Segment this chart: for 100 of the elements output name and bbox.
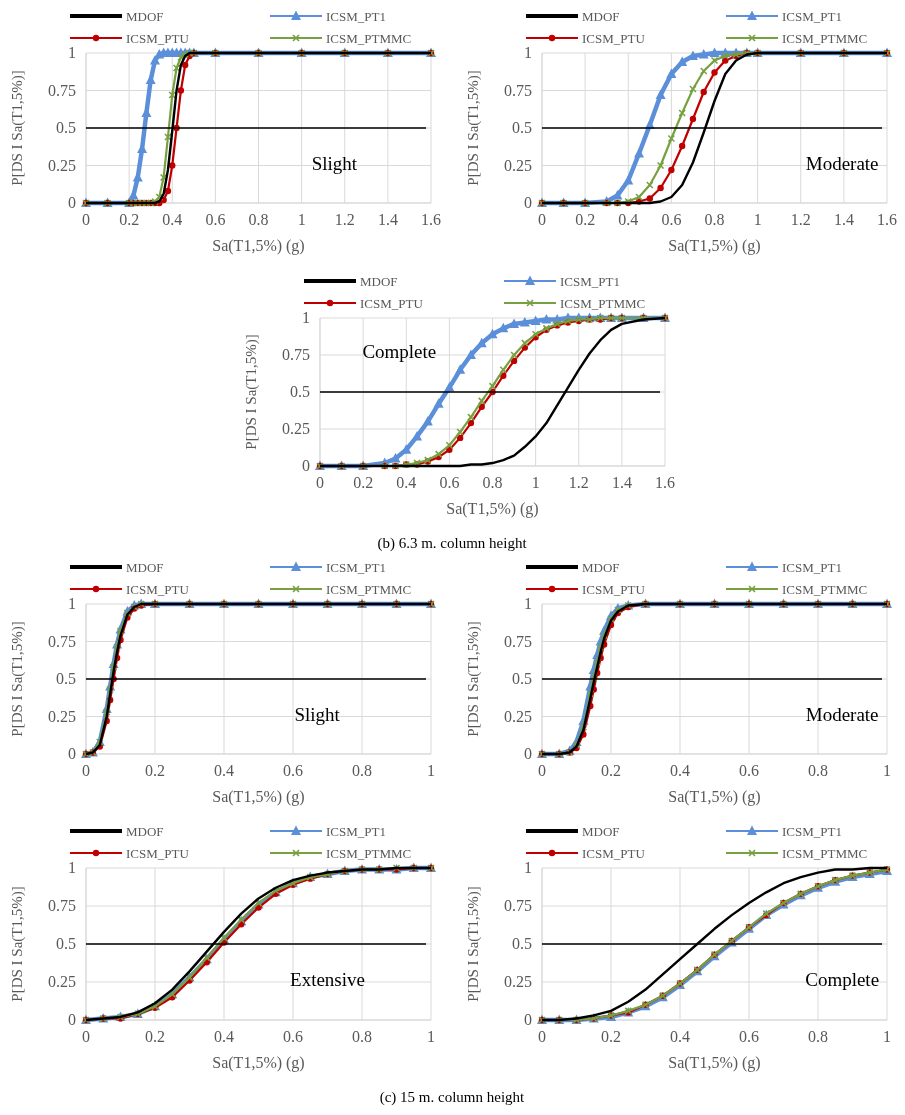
- legend-label: MDOF: [582, 9, 620, 24]
- x-tick-label: 0: [316, 474, 324, 491]
- x-tick-label: 0.4: [214, 1028, 234, 1045]
- y-tick-label: 0.5: [512, 670, 532, 687]
- x-axis-title: Sa(T1,5%) (g): [212, 237, 305, 255]
- x-tick-label: 0.2: [145, 1028, 165, 1045]
- legend-label: MDOF: [582, 560, 620, 575]
- y-tick-label: 0.5: [56, 935, 76, 952]
- legend-label: ICSM_PTMMC: [326, 31, 412, 46]
- legend-label: MDOF: [126, 9, 164, 24]
- y-tick-label: 0.5: [56, 119, 76, 136]
- legend-label: ICSM_PT1: [326, 824, 386, 839]
- legend-label: ICSM_PT1: [782, 560, 842, 575]
- y-tick-label: 0: [524, 194, 532, 211]
- x-tick-label: 1: [883, 762, 891, 779]
- y-tick-label: 1: [68, 595, 76, 612]
- x-tick-label: 0.8: [352, 762, 372, 779]
- annotation: Slight: [311, 152, 358, 174]
- annotation: Extensive: [290, 968, 365, 990]
- y-tick-label: 0: [524, 745, 532, 762]
- x-tick-label: 0.2: [145, 762, 165, 779]
- x-tick-label: 0.4: [670, 1028, 690, 1045]
- text: (b) 6.3 m. column height: [377, 535, 528, 552]
- annotation: Complete: [362, 340, 437, 362]
- y-tick-label: 1: [68, 44, 76, 61]
- y-axis-title: P[DS I Sa(T1,5%)]: [9, 886, 26, 1002]
- legend-label: ICSM_PTMMC: [326, 846, 412, 861]
- x-tick-label: 0.6: [661, 211, 682, 228]
- x-tick-label: 0.2: [601, 762, 621, 779]
- legend-label: MDOF: [360, 274, 398, 289]
- y-tick-label: 0.75: [48, 632, 76, 650]
- y-axis-title: P[DS I Sa(T1,5%)]: [465, 621, 482, 737]
- legend-label: ICSM_PT1: [782, 824, 842, 839]
- x-tick-label: 0: [82, 211, 90, 228]
- y-tick-label: 0.75: [504, 632, 532, 650]
- x-tick-label: 0.8: [808, 762, 828, 779]
- x-tick-label: 1: [427, 1028, 435, 1045]
- x-tick-label: 0.8: [808, 1028, 828, 1045]
- y-tick-label: 0: [524, 1011, 532, 1028]
- y-tick-label: 1: [302, 309, 310, 326]
- y-tick-label: 0.25: [48, 973, 76, 990]
- legend-label: MDOF: [126, 560, 164, 575]
- y-tick-label: 0.25: [48, 156, 76, 174]
- legend-label: ICSM_PT1: [782, 9, 842, 24]
- x-tick-label: 0.4: [670, 762, 690, 779]
- legend-label: ICSM_PT1: [326, 560, 386, 575]
- x-tick-label: 1.4: [611, 474, 632, 491]
- x-tick-label: 0.4: [162, 211, 183, 228]
- x-tick-label: 0.8: [352, 1028, 372, 1045]
- x-tick-label: 0.4: [618, 211, 639, 228]
- x-axis-title: Sa(T1,5%) (g): [212, 1054, 305, 1072]
- x-tick-label: 1.2: [334, 211, 355, 228]
- legend-label: MDOF: [582, 824, 620, 839]
- y-tick-label: 0: [68, 1011, 76, 1028]
- x-tick-label: 1.6: [877, 211, 897, 228]
- y-tick-label: 0.5: [512, 119, 532, 136]
- x-tick-label: 1.2: [568, 474, 589, 491]
- y-tick-label: 0.75: [48, 81, 76, 99]
- legend-label: ICSM_PTMMC: [560, 296, 646, 311]
- y-tick-label: 1: [524, 859, 532, 876]
- y-tick-label: 0.5: [56, 670, 76, 687]
- y-tick-label: 0: [68, 194, 76, 211]
- legend-label: ICSM_PTU: [582, 582, 646, 597]
- x-tick-label: 0.8: [248, 211, 269, 228]
- x-tick-label: 0.2: [575, 211, 596, 228]
- legend-label: ICSM_PT1: [560, 274, 620, 289]
- legend-label: MDOF: [126, 824, 164, 839]
- x-tick-label: 1.4: [377, 211, 398, 228]
- x-tick-label: 1: [753, 211, 762, 228]
- y-axis-title: P[DS I Sa(T1,5%)]: [243, 334, 260, 450]
- y-tick-label: 0.25: [504, 156, 532, 174]
- legend-label: ICSM_PTMMC: [782, 582, 868, 597]
- x-tick-label: 1.2: [790, 211, 811, 228]
- x-tick-label: 0: [538, 1028, 546, 1045]
- x-tick-label: 0.6: [439, 474, 460, 491]
- x-tick-label: 1: [883, 1028, 891, 1045]
- x-tick-label: 1: [427, 762, 435, 779]
- y-axis-title: P[DS I Sa(T1,5%)]: [9, 621, 26, 737]
- legend-label: ICSM_PTMMC: [326, 582, 412, 597]
- y-tick-label: 0.25: [504, 973, 532, 990]
- y-tick-label: 0.5: [290, 383, 310, 400]
- y-axis-title: P[DS I Sa(T1,5%)]: [9, 70, 26, 186]
- legend-label: ICSM_PTU: [582, 31, 646, 46]
- x-tick-label: 0.8: [704, 211, 725, 228]
- annotation: Slight: [294, 703, 341, 725]
- x-tick-label: 0.8: [482, 474, 503, 491]
- x-tick-label: 0.4: [396, 474, 417, 491]
- x-axis-title: Sa(T1,5%) (g): [668, 1054, 761, 1072]
- y-axis-title: P[DS I Sa(T1,5%)]: [465, 886, 482, 1002]
- annotation: Moderate: [805, 152, 879, 174]
- y-tick-label: 1: [524, 44, 532, 61]
- x-tick-label: 0.4: [214, 762, 234, 779]
- y-tick-label: 0.25: [504, 707, 532, 725]
- x-axis-title: Sa(T1,5%) (g): [212, 788, 305, 806]
- legend-label: ICSM_PTU: [126, 846, 190, 861]
- x-tick-label: 1.6: [655, 474, 675, 491]
- x-tick-label: 0: [538, 211, 546, 228]
- legend-label: ICSM_PTMMC: [782, 846, 868, 861]
- legend-label: ICSM_PT1: [326, 9, 386, 24]
- y-tick-label: 0: [302, 457, 310, 474]
